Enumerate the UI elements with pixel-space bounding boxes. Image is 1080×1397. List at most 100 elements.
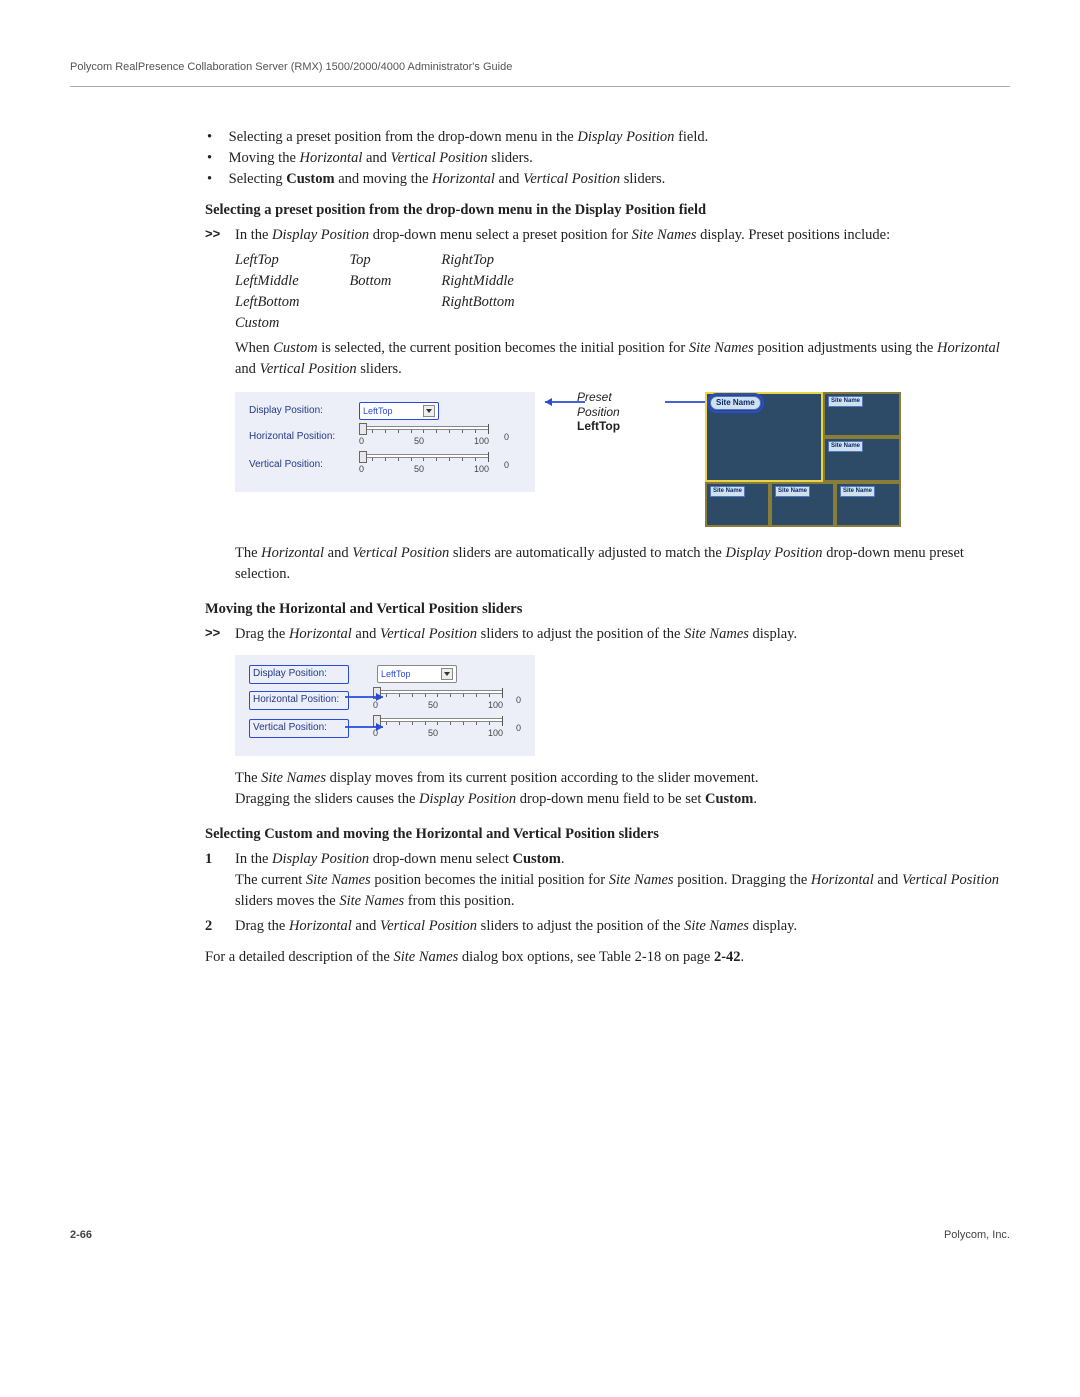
txt: In the [235, 227, 272, 243]
footer-company: Polycom, Inc. [944, 1228, 1010, 1244]
txt: and moving the [335, 171, 432, 187]
scale-min: 0 [373, 699, 378, 712]
txt: drop-down menu select [369, 851, 512, 867]
txt-italic: Site Names [689, 340, 754, 356]
dropdown-value: LeftTop [381, 668, 411, 681]
page-number: 2-66 [70, 1228, 92, 1244]
vertical-position-label-boxed: Vertical Position: [249, 719, 349, 738]
video-cell: Site Name [835, 482, 901, 527]
doc-header: Polycom RealPresence Collaboration Serve… [70, 60, 1010, 87]
intro-bullets: Selecting a preset position from the dro… [205, 127, 1000, 190]
txt-italic: Site Names [261, 770, 326, 786]
txt: display moves from its current position … [326, 770, 759, 786]
dropdown-value: LeftTop [363, 405, 393, 418]
txt-italic: Display Position [419, 791, 516, 807]
section3-tail: For a detailed description of the Site N… [205, 947, 1000, 968]
site-name-badge: Site Name [828, 396, 863, 407]
horizontal-slider[interactable]: 0 50 100 [373, 690, 503, 712]
txt-bold: Custom [512, 851, 560, 867]
site-name-badge: Site Name [840, 486, 875, 497]
section3-step2: 2 Drag the Horizontal and Vertical Posit… [205, 916, 1000, 937]
callout-text-bold: LeftTop [577, 419, 620, 433]
txt: The [235, 545, 261, 561]
preset-item: Bottom [349, 271, 391, 292]
preset-col-3: RightTop RightMiddle RightBottom [441, 250, 514, 334]
display-position-dropdown[interactable]: LeftTop [359, 402, 439, 420]
display-position-dropdown[interactable]: LeftTop [377, 665, 457, 683]
section1-step: >> In the Display Position drop-down men… [205, 225, 1000, 585]
txt: Selecting a preset position from the dro… [229, 129, 578, 145]
txt-italic: Site Names [684, 626, 749, 642]
txt: sliders. [620, 171, 665, 187]
txt: The current [235, 872, 306, 888]
site-name-badge: Site Name [775, 486, 810, 497]
txt-italic: Site Names [306, 872, 371, 888]
section1-post-text: The Horizontal and Vertical Position sli… [235, 543, 1000, 585]
txt-italic: Vertical Position [380, 626, 477, 642]
video-cell: Site Name [770, 482, 835, 527]
txt: Dragging the sliders causes the [235, 791, 419, 807]
preset-item: LeftTop [235, 250, 299, 271]
txt-italic: Horizontal [811, 872, 874, 888]
preset-col-1: LeftTop LeftMiddle LeftBottom Custom [235, 250, 299, 334]
page-footer: 2-66 Polycom, Inc. [70, 1228, 1010, 1244]
display-position-label: Display Position: [249, 404, 359, 419]
callout-text: Preset [577, 390, 620, 404]
txt-italic: Vertical Position [902, 872, 999, 888]
step-number: 2 [205, 916, 235, 937]
scale-min: 0 [373, 727, 378, 740]
txt: sliders to adjust the position of the [477, 626, 684, 642]
scale-max: 100 [474, 463, 489, 476]
vertical-value: 0 [509, 722, 521, 735]
chevron-down-icon[interactable] [441, 668, 453, 680]
section2-heading: Moving the Horizontal and Vertical Posit… [205, 599, 1000, 620]
scale-mid: 50 [428, 699, 438, 712]
vertical-position-row: Vertical Position: 050100 0 [249, 718, 521, 740]
preset-col-2: Top Bottom [349, 250, 391, 334]
txt: sliders. [488, 150, 533, 166]
txt-italic: Site Names [684, 918, 749, 934]
scale-mid: 50 [414, 463, 424, 476]
txt: field. [674, 129, 708, 145]
txt: is selected, the current position become… [318, 340, 689, 356]
scale-max: 100 [488, 699, 503, 712]
chevron-down-icon[interactable] [423, 405, 435, 417]
txt: drop-down menu select a preset position … [369, 227, 632, 243]
after-presets-text: When Custom is selected, the current pos… [235, 338, 1000, 380]
preset-item: RightTop [441, 250, 514, 271]
video-cell: Site Name [823, 437, 901, 482]
txt-italic: Horizontal [261, 545, 324, 561]
txt: position becomes the initial position fo… [371, 872, 609, 888]
callout-arrows [545, 392, 715, 452]
vertical-slider[interactable]: 050100 [359, 454, 489, 476]
horizontal-slider[interactable]: 050100 [359, 426, 489, 448]
txt: and [324, 545, 352, 561]
figure-2: Display Position: LeftTop Horizontal Pos… [235, 655, 535, 756]
horizontal-value: 0 [509, 694, 521, 707]
preset-item: Custom [235, 313, 299, 334]
txt-italic: Display Position [272, 851, 369, 867]
vertical-slider[interactable]: 050100 [373, 718, 503, 740]
horizontal-position-row: Horizontal Position: 050100 0 [249, 690, 521, 712]
txt-bold: 2-42 [714, 949, 741, 965]
step-body: In the Display Position drop-down menu s… [235, 849, 1000, 912]
preset-item: LeftMiddle [235, 271, 299, 292]
txt: . [753, 791, 757, 807]
txt: Drag the [235, 918, 289, 934]
txt-bold: Custom [705, 791, 753, 807]
preset-item: RightBottom [441, 292, 514, 313]
horizontal-value: 0 [495, 431, 509, 444]
video-cell: Site Name [705, 482, 770, 527]
txt-italic: Display Position [272, 227, 369, 243]
txt-italic: Horizontal [937, 340, 1000, 356]
section2-step: >> Drag the Horizontal and Vertical Posi… [205, 624, 1000, 810]
position-panel: Display Position: LeftTop Horizontal Pos… [235, 392, 535, 492]
txt-bold: Custom [286, 171, 334, 187]
txt-italic: Vertical Position [380, 918, 477, 934]
txt: and [874, 872, 902, 888]
step-body: Drag the Horizontal and Vertical Positio… [235, 916, 1000, 937]
section2-post2: Dragging the sliders causes the Display … [235, 789, 1000, 810]
txt-italic: Site Names [609, 872, 674, 888]
txt-italic: Custom [273, 340, 317, 356]
step-body: In the Display Position drop-down menu s… [235, 225, 1000, 585]
